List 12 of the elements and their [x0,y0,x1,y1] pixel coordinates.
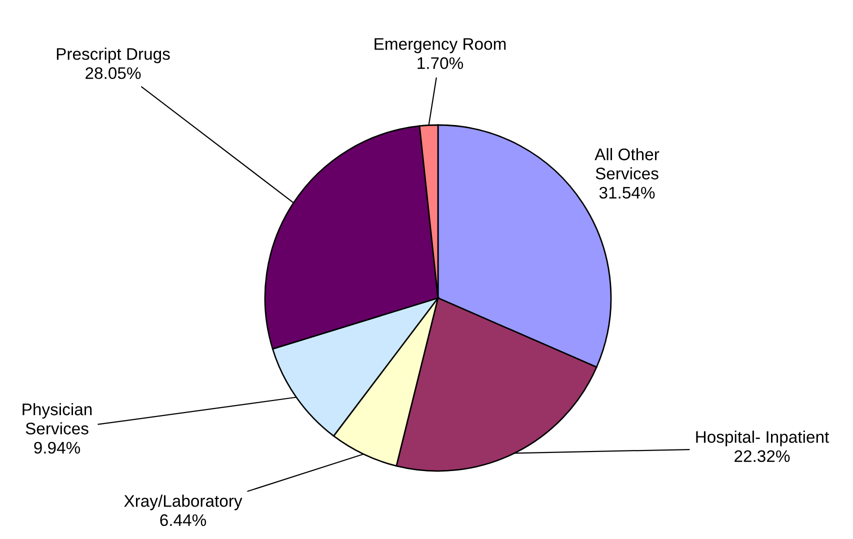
data-label: 1.70% [418,57,464,70]
slice-label: All Other Services [594,148,660,180]
data-label: 31.54% [599,186,655,199]
data-label: 28.05% [86,67,141,80]
data-label: 6.44% [160,514,206,526]
data-label: 22.32% [734,450,790,462]
slice-label: Hospital- Inpatient [696,430,830,446]
data-label: 9.94% [34,442,80,454]
slice-label: Emergency Room [374,38,506,54]
slice-label: Physician Services [22,403,92,434]
slice-label: Xray/Laboratory [124,494,242,510]
slice-label: Prescript Drugs [56,48,170,64]
